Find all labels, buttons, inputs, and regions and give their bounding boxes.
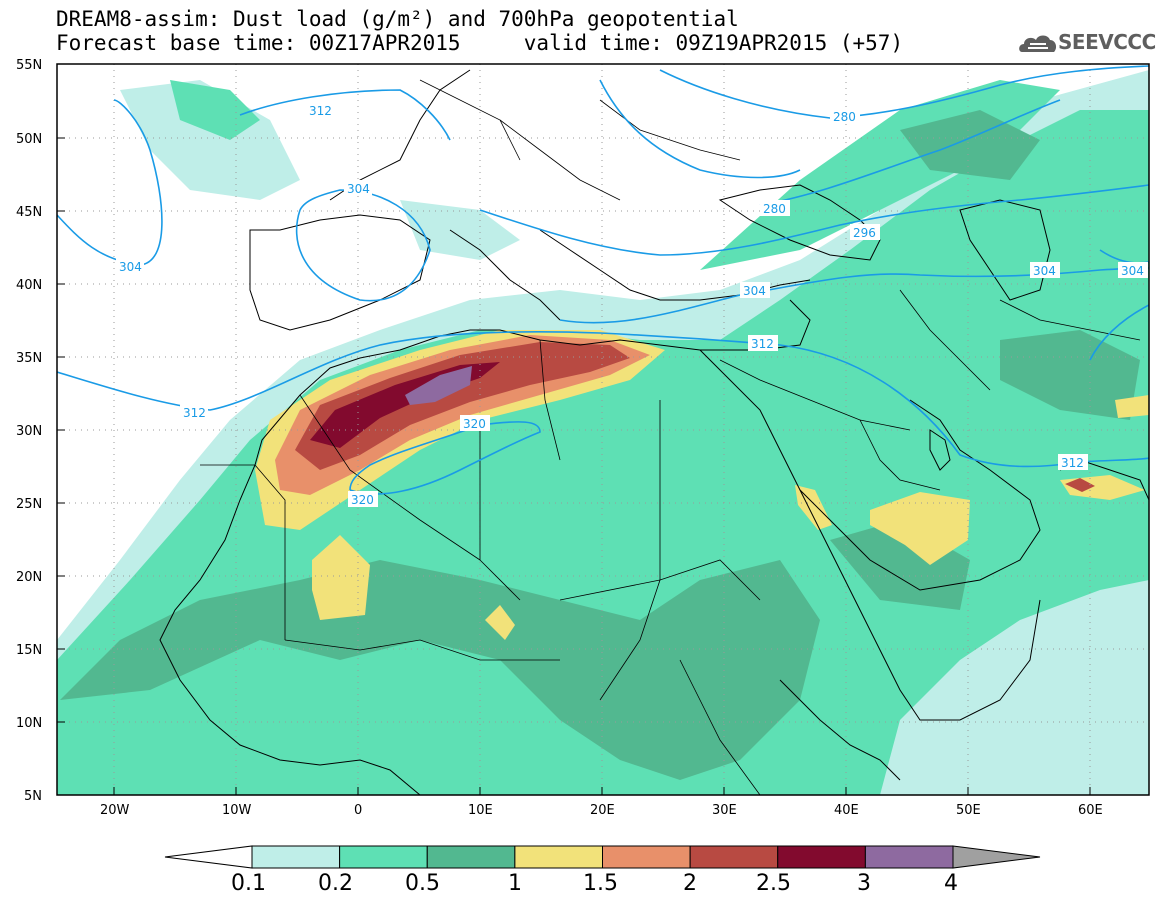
- colorbar-label: 2.5: [756, 871, 791, 896]
- contour-label: 304: [119, 260, 142, 274]
- latitude-labels: 55N 50N 45N 40N 35N 30N 25N 20N 15N 10N …: [16, 58, 42, 804]
- contour-label: 304: [1033, 264, 1056, 278]
- contour-label: 312: [183, 406, 206, 420]
- contour-label: 312: [309, 104, 332, 118]
- contour-label: 280: [833, 110, 856, 124]
- seevccc-cloud-icon: [1019, 35, 1057, 52]
- lon-label: 40E: [834, 803, 859, 818]
- colorbar-box: [602, 845, 691, 869]
- contour-label: 320: [351, 493, 374, 507]
- lat-label: 55N: [16, 58, 42, 73]
- contour-label: 312: [1061, 456, 1084, 470]
- lon-label: 10E: [468, 803, 493, 818]
- colorbar-label: 2: [683, 871, 697, 896]
- lat-label: 35N: [16, 351, 42, 366]
- contour-label: 280: [763, 202, 786, 216]
- colorbar-label: 0.1: [231, 871, 266, 896]
- lat-label: 40N: [16, 278, 42, 293]
- country-borders: [200, 79, 1141, 795]
- colorbar-box: [864, 845, 954, 869]
- contour-label: 296: [853, 226, 876, 240]
- colorbar-label: 4: [944, 871, 958, 896]
- lon-label: 50E: [956, 803, 981, 818]
- contour-label: 304: [347, 182, 370, 196]
- lat-label: 50N: [16, 132, 42, 147]
- geopotential-contours: [57, 65, 1149, 495]
- dust-load-map: 312 304 304 280 280 296 304 304 304 312 …: [16, 58, 1150, 818]
- colorbar-label: 0.2: [318, 871, 353, 896]
- contour-label: 304: [1121, 264, 1144, 278]
- lat-label: 15N: [16, 643, 42, 658]
- lat-label: 45N: [16, 205, 42, 220]
- colorbar-label: 1.5: [583, 871, 618, 896]
- colorbar-labels: 0.1 0.2 0.5 1 1.5 2 2.5 3 4: [231, 871, 958, 896]
- forecast-time-info: Forecast base time: 00Z17APR2015 valid t…: [56, 31, 904, 55]
- colorbar-box: [426, 845, 516, 869]
- colorbar-under-triangle: [164, 845, 253, 869]
- lon-label: 10W: [222, 803, 252, 818]
- colorbar-label: 0.5: [405, 871, 440, 896]
- contour-label: 312: [751, 337, 774, 351]
- colorbar-box: [689, 845, 779, 869]
- lat-label: 20N: [16, 570, 42, 585]
- colorbar-over-triangle: [952, 845, 1041, 869]
- colorbar-boxes: [164, 845, 1041, 869]
- contour-label: 304: [743, 284, 766, 298]
- lat-lon-grid: [57, 64, 1149, 795]
- colorbar-box: [514, 845, 603, 869]
- colorbar-box: [339, 845, 428, 869]
- contour-labels: 312 304 304 280 280 296 304 304 304 312 …: [116, 102, 1148, 507]
- map-title: DREAM8-assim: Dust load (g/m²) and 700hP…: [56, 7, 739, 31]
- lon-label: 20E: [590, 803, 615, 818]
- lat-label: 5N: [24, 789, 42, 804]
- colorbar-label: 3: [857, 871, 871, 896]
- contour-label: 320: [463, 417, 486, 431]
- colorbar-box: [251, 845, 341, 869]
- colorbar-label: 1: [508, 871, 522, 896]
- lat-label: 30N: [16, 424, 42, 439]
- lat-label: 10N: [16, 716, 42, 731]
- lon-label: 60E: [1078, 803, 1103, 818]
- seevccc-logo-text: SEEVCCC: [1058, 30, 1156, 54]
- dust-shading: [57, 70, 1149, 795]
- colorbar-box: [777, 845, 866, 869]
- lon-label: 0: [354, 803, 362, 818]
- colorbar: 0.1 0.2 0.5 1 1.5 2 2.5 3 4: [164, 845, 1041, 896]
- lon-label: 20W: [100, 803, 130, 818]
- longitude-labels: 20W 10W 0 10E 20E 30E 40E 50E 60E: [100, 803, 1103, 818]
- lat-label: 25N: [16, 497, 42, 512]
- axis-ticks: [57, 137, 1091, 795]
- lon-label: 30E: [712, 803, 737, 818]
